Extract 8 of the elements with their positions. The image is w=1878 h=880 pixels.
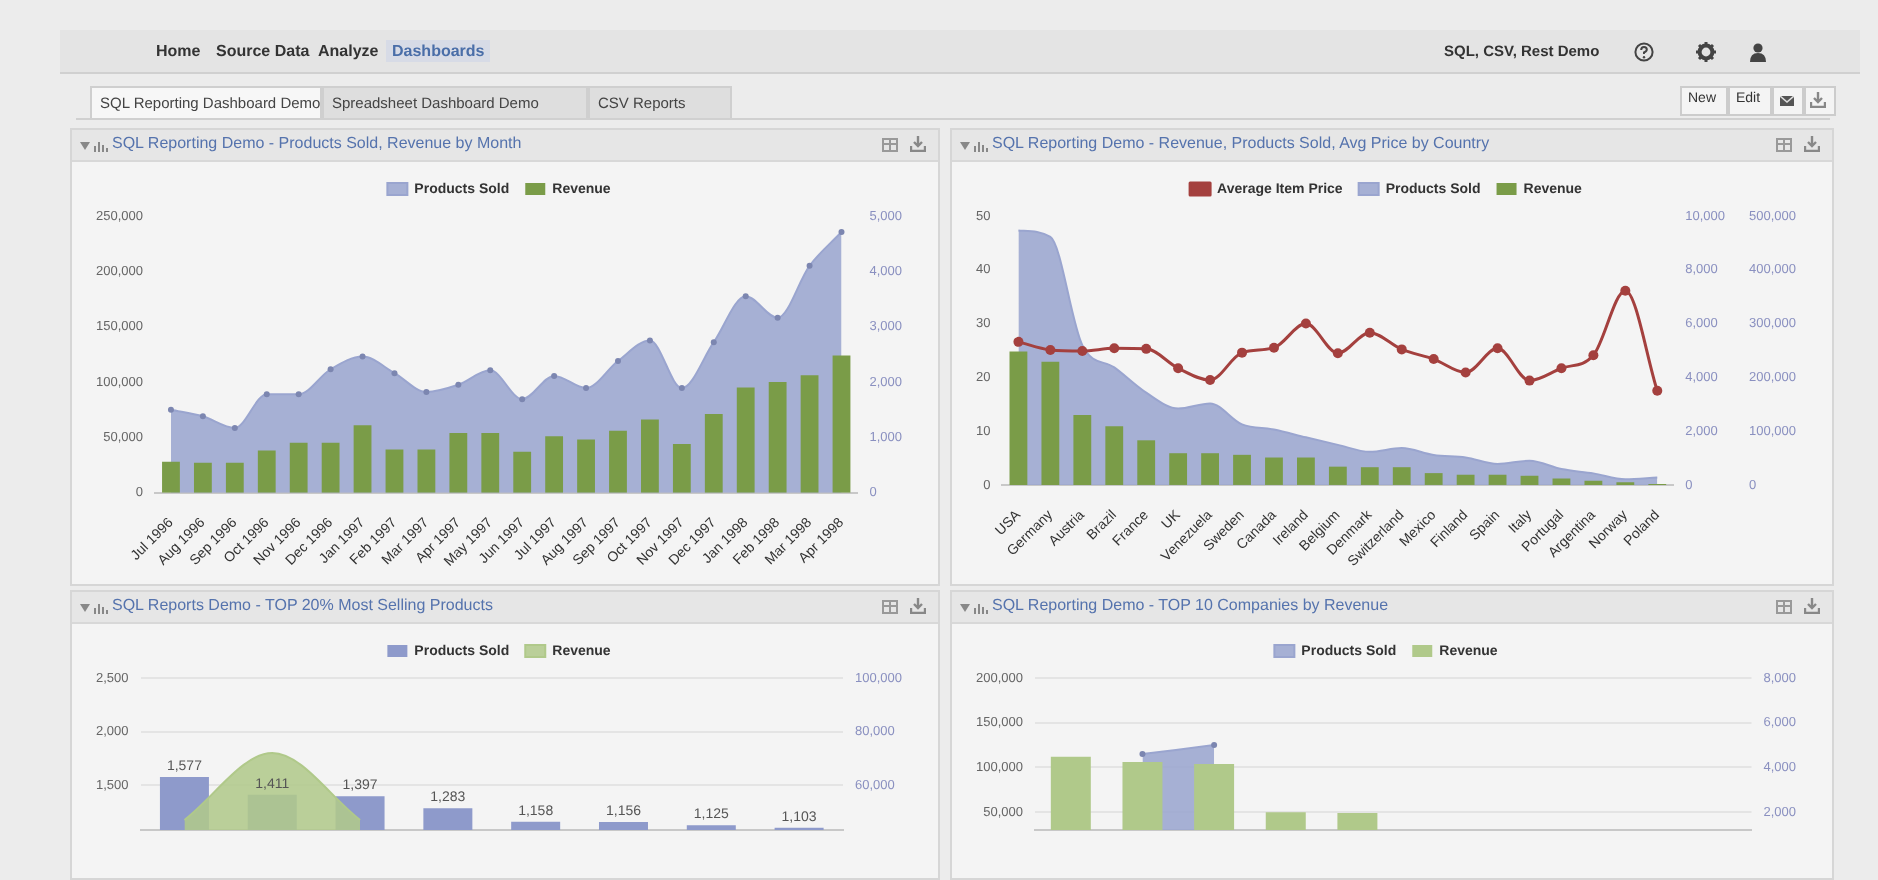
text: Analyze bbox=[316, 40, 381, 62]
chart-title: SQL Reports Demo - TOP 20% Most Selling Products bbox=[112, 596, 493, 614]
chart-title: SQL Reporting Demo - Products Sold, Revenue by Month bbox=[112, 134, 522, 152]
text: Home bbox=[154, 40, 203, 62]
chart-title: SQL Reporting Demo - Revenue, Products Sold, Avg Price by Country bbox=[992, 134, 1490, 152]
source-note: Source Data bbox=[214, 40, 312, 62]
text: Dashboards bbox=[386, 40, 491, 62]
chart-title: SQL Reporting Demo - TOP 10 Companies by Revenue bbox=[992, 596, 1389, 614]
